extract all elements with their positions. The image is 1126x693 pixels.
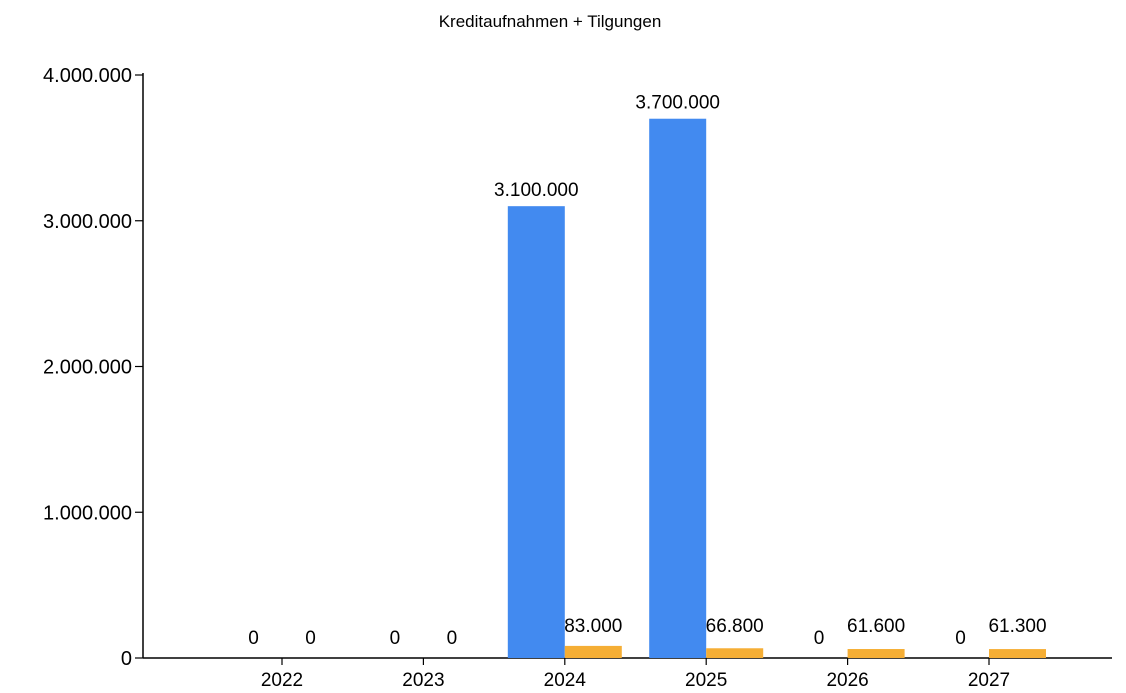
y-tick-label: 2.000.000 xyxy=(43,357,132,379)
data-label: 61.600 xyxy=(847,616,905,637)
y-tick-label: 1.000.000 xyxy=(43,502,132,524)
x-tick-label: 2027 xyxy=(968,670,1010,691)
y-tick-label: 3.000.000 xyxy=(43,211,132,233)
x-tick-label: 2026 xyxy=(826,670,868,691)
bars xyxy=(507,118,1046,659)
x-tick-label: 2022 xyxy=(261,670,303,691)
y-tick-label: 4.000.000 xyxy=(43,65,132,87)
bar xyxy=(706,648,764,658)
bar xyxy=(649,118,707,659)
y-tick-label: 0 xyxy=(121,648,132,670)
data-label: 66.800 xyxy=(706,616,764,637)
data-label: 0 xyxy=(447,628,458,649)
data-label: 0 xyxy=(305,628,316,649)
x-tick-label: 2023 xyxy=(402,670,444,691)
y-axis: 0 1.000.000 2.000.000 3.000.000 4.000.000 xyxy=(43,65,144,670)
data-label: 3.100.000 xyxy=(494,180,579,201)
x-tick-label: 2025 xyxy=(685,670,727,691)
x-axis: 2022 2023 2024 2025 2026 2027 xyxy=(143,657,1112,691)
bar xyxy=(989,649,1046,658)
bar xyxy=(507,206,565,659)
chart-title: Kreditaufnahmen + Tilgungen xyxy=(439,12,662,31)
data-label: 61.300 xyxy=(988,616,1046,637)
bar xyxy=(847,649,905,658)
x-tick-label: 2024 xyxy=(544,670,587,691)
data-label: 0 xyxy=(814,628,825,649)
bar xyxy=(564,645,622,658)
data-labels: 0 0 0 0 3.100.000 83.000 3.700.000 66.800 0 61.60… xyxy=(248,93,1046,649)
data-label: 3.700.000 xyxy=(635,93,720,114)
data-label: 0 xyxy=(248,628,259,649)
data-label: 0 xyxy=(390,628,401,649)
data-label: 83.000 xyxy=(564,616,622,637)
data-label: 0 xyxy=(955,628,966,649)
